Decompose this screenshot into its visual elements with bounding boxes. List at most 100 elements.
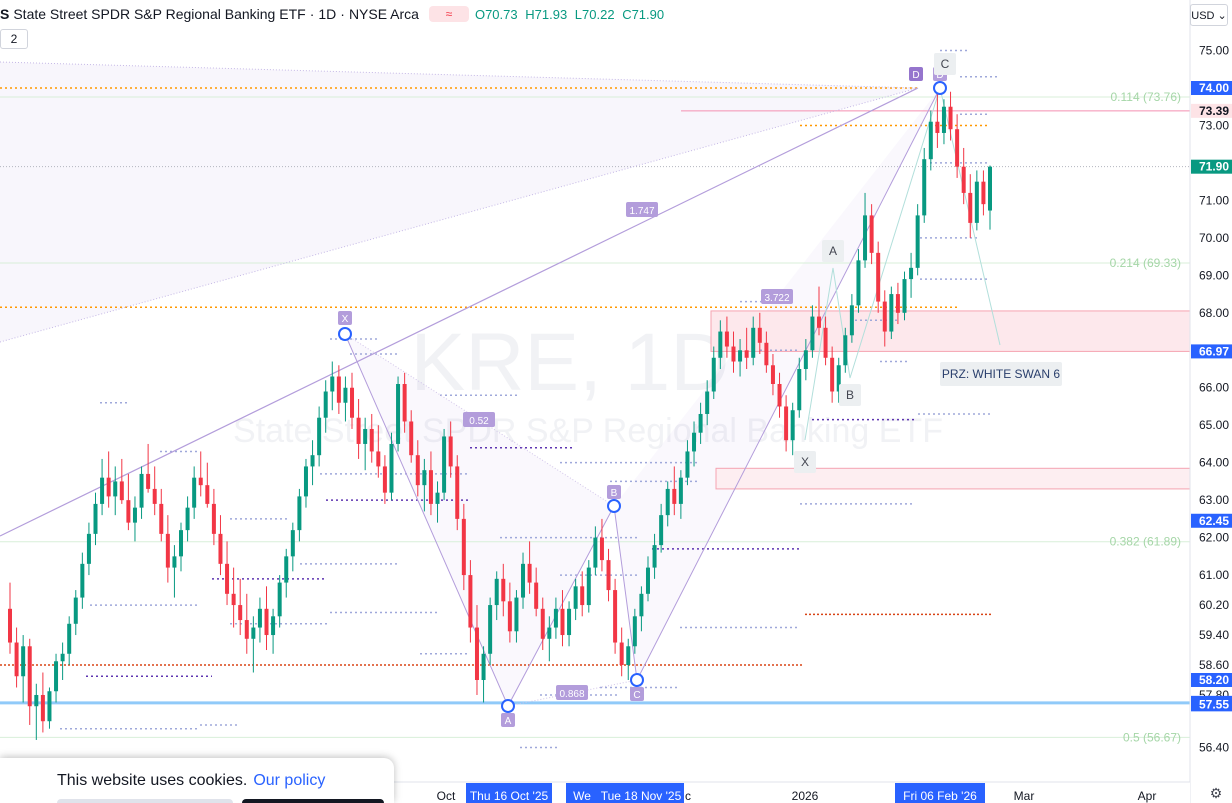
candle-69[interactable] bbox=[461, 518, 466, 576]
candle-61[interactable] bbox=[409, 421, 414, 456]
candle-122[interactable] bbox=[810, 316, 815, 351]
candle-120[interactable] bbox=[797, 369, 802, 411]
candle-134[interactable] bbox=[889, 294, 894, 332]
candle-93[interactable] bbox=[619, 642, 624, 666]
candle-115[interactable] bbox=[764, 342, 769, 366]
candle-63[interactable] bbox=[422, 470, 427, 486]
candle-79[interactable] bbox=[527, 563, 532, 583]
cookie-accept-button[interactable] bbox=[242, 799, 384, 803]
pivot-point-0[interactable] bbox=[338, 327, 352, 341]
candle-4[interactable] bbox=[34, 694, 39, 707]
candle-68[interactable] bbox=[455, 466, 460, 519]
candle-15[interactable] bbox=[106, 477, 111, 497]
gear-icon[interactable]: ⚙ bbox=[1209, 785, 1223, 801]
candle-91[interactable] bbox=[606, 560, 611, 591]
candle-80[interactable] bbox=[534, 582, 539, 609]
candle-29[interactable] bbox=[198, 477, 203, 486]
currency-select[interactable]: USD ⌄ bbox=[1190, 4, 1228, 26]
candle-10[interactable] bbox=[73, 597, 78, 624]
candle-124[interactable] bbox=[823, 327, 828, 358]
candle-72[interactable] bbox=[481, 653, 486, 680]
candle-2[interactable] bbox=[21, 646, 26, 677]
candle-137[interactable] bbox=[909, 267, 914, 280]
pivot-point-3[interactable] bbox=[630, 673, 644, 687]
candle-141[interactable] bbox=[935, 121, 940, 133]
candle-118[interactable] bbox=[784, 406, 789, 441]
candle-78[interactable] bbox=[521, 563, 526, 598]
candle-82[interactable] bbox=[547, 627, 552, 639]
candle-145[interactable] bbox=[961, 166, 966, 193]
candle-39[interactable] bbox=[264, 608, 269, 636]
candle-19[interactable] bbox=[132, 507, 137, 523]
candle-24[interactable] bbox=[165, 533, 170, 568]
candle-96[interactable] bbox=[639, 593, 644, 617]
candle-94[interactable] bbox=[626, 646, 631, 666]
candle-12[interactable] bbox=[86, 533, 91, 564]
candle-133[interactable] bbox=[882, 301, 887, 332]
header-interval[interactable]: 1D bbox=[318, 6, 337, 22]
compare-icon[interactable]: ≈ bbox=[428, 6, 469, 22]
candle-139[interactable] bbox=[922, 159, 927, 216]
candle-7[interactable] bbox=[54, 661, 59, 692]
price-axis[interactable] bbox=[1190, 0, 1232, 803]
candle-42[interactable] bbox=[284, 556, 289, 583]
candle-9[interactable] bbox=[67, 623, 72, 654]
candle-66[interactable] bbox=[442, 436, 447, 493]
candle-20[interactable] bbox=[139, 473, 144, 508]
candle-50[interactable] bbox=[336, 376, 341, 403]
candle-59[interactable] bbox=[396, 384, 401, 444]
candle-100[interactable] bbox=[665, 488, 670, 516]
candle-36[interactable] bbox=[244, 620, 249, 639]
candle-99[interactable] bbox=[659, 515, 664, 546]
pivot-point-1[interactable] bbox=[501, 699, 515, 713]
candle-77[interactable] bbox=[514, 597, 519, 632]
candle-33[interactable] bbox=[225, 563, 230, 594]
candle-95[interactable] bbox=[632, 616, 637, 647]
candle-117[interactable] bbox=[777, 384, 782, 407]
candle-22[interactable] bbox=[152, 488, 157, 504]
pivot-point-2[interactable] bbox=[607, 499, 621, 513]
candle-37[interactable] bbox=[251, 627, 256, 639]
candle-53[interactable] bbox=[356, 417, 361, 444]
candle-54[interactable] bbox=[363, 428, 368, 444]
candle-40[interactable] bbox=[271, 616, 276, 636]
candle-116[interactable] bbox=[770, 365, 775, 384]
candle-104[interactable] bbox=[692, 432, 697, 452]
candle-25[interactable] bbox=[172, 556, 177, 568]
candle-135[interactable] bbox=[895, 294, 900, 313]
candle-34[interactable] bbox=[231, 593, 236, 606]
candle-98[interactable] bbox=[652, 545, 657, 568]
candle-111[interactable] bbox=[738, 350, 743, 362]
candle-88[interactable] bbox=[586, 567, 591, 606]
candle-142[interactable] bbox=[941, 106, 946, 133]
candle-121[interactable] bbox=[803, 350, 808, 370]
candle-62[interactable] bbox=[415, 455, 420, 486]
candle-76[interactable] bbox=[507, 601, 512, 632]
candle-148[interactable] bbox=[981, 181, 986, 205]
candle-65[interactable] bbox=[435, 492, 440, 504]
candle-0[interactable] bbox=[8, 608, 12, 643]
candle-89[interactable] bbox=[593, 537, 598, 568]
candle-143[interactable] bbox=[948, 106, 953, 130]
candle-16[interactable] bbox=[113, 481, 118, 497]
candle-60[interactable] bbox=[402, 384, 407, 422]
candle-14[interactable] bbox=[100, 477, 105, 504]
cookie-manage-button[interactable] bbox=[57, 799, 233, 803]
candle-128[interactable] bbox=[849, 305, 854, 336]
candle-23[interactable] bbox=[159, 503, 164, 534]
candle-129[interactable] bbox=[856, 260, 861, 306]
candle-35[interactable] bbox=[238, 605, 243, 621]
candle-75[interactable] bbox=[501, 578, 506, 602]
candle-21[interactable] bbox=[146, 473, 151, 489]
candle-17[interactable] bbox=[119, 481, 124, 501]
candle-85[interactable] bbox=[567, 608, 572, 636]
candle-127[interactable] bbox=[843, 335, 848, 366]
candle-107[interactable] bbox=[711, 357, 716, 392]
candle-47[interactable] bbox=[317, 417, 322, 456]
candle-147[interactable] bbox=[974, 181, 979, 223]
candle-1[interactable] bbox=[14, 642, 19, 677]
candle-18[interactable] bbox=[126, 500, 131, 523]
collapse-toggle[interactable]: 2 bbox=[0, 29, 28, 49]
candle-13[interactable] bbox=[93, 503, 98, 534]
